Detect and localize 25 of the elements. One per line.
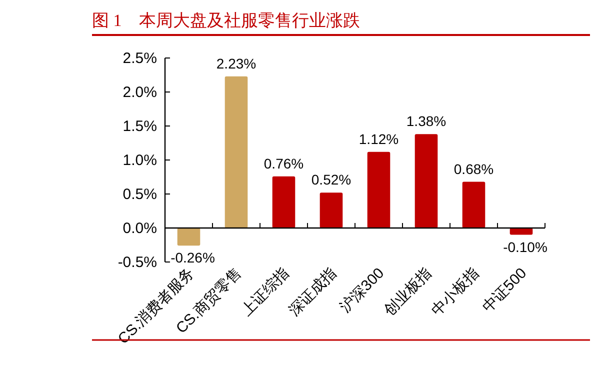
data-label: 1.12% — [358, 130, 399, 147]
y-tick-label: 2.5% — [122, 50, 157, 67]
bar — [510, 228, 533, 235]
bar — [320, 192, 343, 228]
y-tick-label: 1.0% — [122, 152, 157, 169]
y-tick-label: -0.5% — [118, 254, 157, 271]
bar — [177, 228, 200, 246]
chart-title: 图 1 本周大盘及社服零售行业涨跌 — [92, 11, 360, 30]
bar — [462, 182, 486, 228]
data-label: -0.10% — [503, 238, 548, 255]
bar — [367, 152, 390, 228]
y-tick-label: 1.5% — [122, 118, 157, 135]
data-label: 0.52% — [311, 172, 352, 188]
y-tick-label: 0.0% — [122, 220, 157, 237]
data-label: 2.23% — [216, 55, 256, 72]
bar — [272, 176, 296, 228]
data-label: 0.76% — [264, 155, 304, 172]
data-label: -0.26% — [170, 250, 215, 266]
bar — [224, 76, 248, 228]
bar — [414, 134, 438, 228]
x-tick-label: 中证500 — [479, 264, 530, 316]
data-label: 1.38% — [406, 113, 446, 130]
data-label: 0.68% — [454, 160, 494, 177]
y-tick-label: 0.5% — [122, 186, 157, 203]
y-tick-label: 2.0% — [122, 84, 157, 101]
